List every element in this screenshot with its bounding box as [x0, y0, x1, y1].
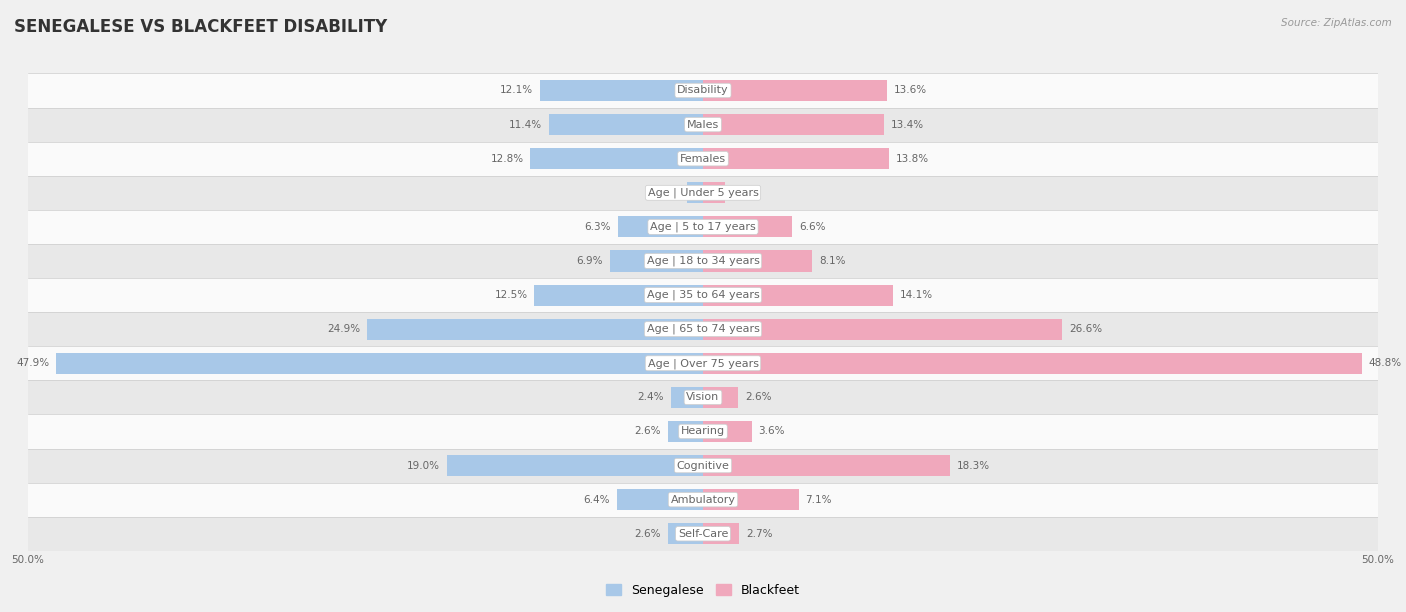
Bar	[28, 244, 1378, 278]
Bar	[28, 141, 1378, 176]
Text: Males: Males	[688, 119, 718, 130]
Bar	[28, 108, 1378, 141]
Bar	[703, 182, 724, 203]
Bar	[28, 449, 1378, 483]
Text: 12.8%: 12.8%	[491, 154, 523, 163]
Text: 14.1%: 14.1%	[900, 290, 934, 300]
Bar	[540, 80, 703, 101]
Text: 1.6%: 1.6%	[731, 188, 758, 198]
Text: Vision: Vision	[686, 392, 720, 402]
Text: Ambulatory: Ambulatory	[671, 494, 735, 505]
Text: 12.1%: 12.1%	[499, 86, 533, 95]
Bar	[703, 523, 740, 544]
Text: Age | Under 5 years: Age | Under 5 years	[648, 187, 758, 198]
Bar	[703, 216, 792, 237]
Text: 2.6%: 2.6%	[634, 427, 661, 436]
Bar	[703, 387, 738, 408]
Text: 13.4%: 13.4%	[890, 119, 924, 130]
Text: 12.5%: 12.5%	[495, 290, 527, 300]
Bar	[28, 346, 1378, 380]
Text: 24.9%: 24.9%	[328, 324, 360, 334]
Text: Disability: Disability	[678, 86, 728, 95]
Text: 47.9%: 47.9%	[17, 358, 49, 368]
Text: 18.3%: 18.3%	[956, 461, 990, 471]
Bar	[617, 489, 703, 510]
Bar	[703, 285, 893, 305]
Legend: Senegalese, Blackfeet: Senegalese, Blackfeet	[600, 579, 806, 602]
Text: 19.0%: 19.0%	[406, 461, 440, 471]
Text: Cognitive: Cognitive	[676, 461, 730, 471]
Text: 11.4%: 11.4%	[509, 119, 543, 130]
Text: 2.7%: 2.7%	[747, 529, 773, 539]
Text: Age | 5 to 17 years: Age | 5 to 17 years	[650, 222, 756, 232]
Bar	[703, 421, 752, 442]
Bar	[686, 182, 703, 203]
Bar	[534, 285, 703, 305]
Bar	[703, 489, 799, 510]
Text: 6.4%: 6.4%	[583, 494, 610, 505]
Text: Source: ZipAtlas.com: Source: ZipAtlas.com	[1281, 18, 1392, 28]
Bar	[671, 387, 703, 408]
Bar	[703, 319, 1062, 340]
Bar	[530, 148, 703, 170]
Text: 13.8%: 13.8%	[896, 154, 929, 163]
Bar	[668, 421, 703, 442]
Text: 26.6%: 26.6%	[1069, 324, 1102, 334]
Text: Age | 65 to 74 years: Age | 65 to 74 years	[647, 324, 759, 334]
Bar	[610, 250, 703, 272]
Bar	[28, 73, 1378, 108]
Bar	[28, 483, 1378, 517]
Text: Females: Females	[681, 154, 725, 163]
Text: 13.6%: 13.6%	[893, 86, 927, 95]
Bar	[619, 216, 703, 237]
Text: Self-Care: Self-Care	[678, 529, 728, 539]
Bar	[703, 148, 889, 170]
Bar	[668, 523, 703, 544]
Text: 1.2%: 1.2%	[654, 188, 681, 198]
Text: 7.1%: 7.1%	[806, 494, 832, 505]
Bar	[28, 176, 1378, 210]
Bar	[28, 517, 1378, 551]
Text: 6.6%: 6.6%	[799, 222, 825, 232]
Bar	[703, 80, 887, 101]
Text: SENEGALESE VS BLACKFEET DISABILITY: SENEGALESE VS BLACKFEET DISABILITY	[14, 18, 387, 36]
Bar	[703, 455, 950, 476]
Bar	[703, 250, 813, 272]
Text: 3.6%: 3.6%	[758, 427, 785, 436]
Bar	[367, 319, 703, 340]
Bar	[550, 114, 703, 135]
Bar	[28, 210, 1378, 244]
Text: 6.9%: 6.9%	[576, 256, 603, 266]
Text: Hearing: Hearing	[681, 427, 725, 436]
Text: 6.3%: 6.3%	[585, 222, 612, 232]
Bar	[447, 455, 703, 476]
Text: 8.1%: 8.1%	[820, 256, 845, 266]
Bar	[28, 312, 1378, 346]
Bar	[28, 278, 1378, 312]
Text: 2.4%: 2.4%	[637, 392, 664, 402]
Text: 48.8%: 48.8%	[1368, 358, 1402, 368]
Text: Age | 35 to 64 years: Age | 35 to 64 years	[647, 290, 759, 300]
Bar	[28, 380, 1378, 414]
Bar	[703, 114, 884, 135]
Text: Age | Over 75 years: Age | Over 75 years	[648, 358, 758, 368]
Bar	[703, 353, 1361, 374]
Text: Age | 18 to 34 years: Age | 18 to 34 years	[647, 256, 759, 266]
Text: 2.6%: 2.6%	[634, 529, 661, 539]
Text: 2.6%: 2.6%	[745, 392, 772, 402]
Bar	[56, 353, 703, 374]
Bar	[28, 414, 1378, 449]
